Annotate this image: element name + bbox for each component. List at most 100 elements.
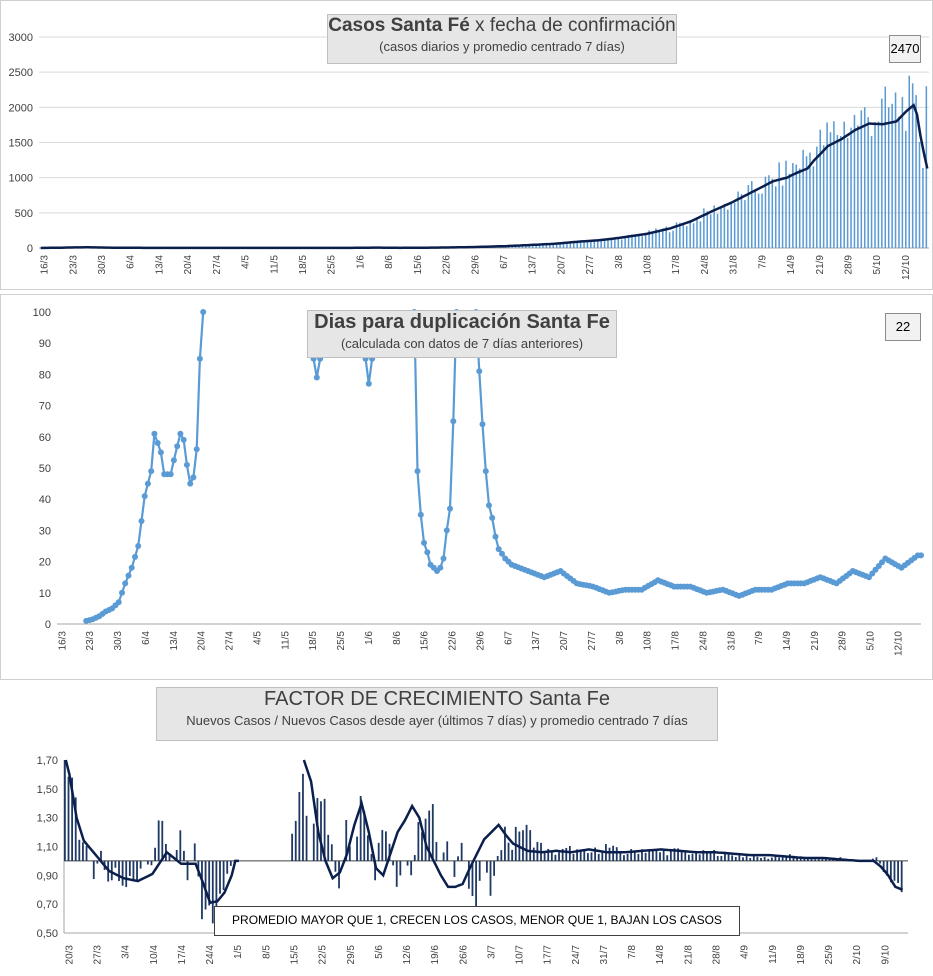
daily-cases-bar [685, 226, 688, 248]
y-tick-label: 0 [45, 619, 51, 631]
y-tick-label: 1000 [9, 173, 33, 185]
growth-factor-bar [215, 860, 218, 924]
daily-cases-bar [737, 191, 739, 248]
daily-cases-bar [624, 235, 626, 248]
x-tick-label: 18/5 [298, 255, 309, 275]
x-tick-label: 25/5 [327, 255, 338, 275]
x-tick-label: 8/5 [261, 945, 272, 959]
growth-factor-bar [183, 850, 185, 861]
x-tick-label: 31/8 [729, 255, 740, 275]
daily-cases-bar [723, 203, 726, 248]
daily-cases-bar [833, 121, 835, 248]
doubling-chart-subtitle: (calculada con datos de 7 días anteriore… [340, 336, 584, 351]
growth-factor-bar [511, 849, 514, 861]
growth-factor-bar [157, 820, 160, 861]
x-tick-label: 6/7 [499, 255, 510, 269]
growth-factor-bar [96, 860, 99, 864]
chart-growth-panel: 0,50 0,70 0,90 1,10 1,30 1,50 1,70 20/3 27/3 3/4 1… [0, 683, 933, 976]
daily-cases-bar [692, 223, 695, 248]
daily-cases-bar [651, 233, 654, 248]
daily-cases-bar [884, 86, 887, 248]
daily-cases-bar [881, 98, 883, 249]
y-tick-label: 90 [39, 338, 51, 350]
x-tick-label: 10/8 [643, 631, 654, 651]
growth-factor-bar [125, 860, 128, 888]
growth-factor-bar [532, 847, 535, 861]
y-tick-label: 1,30 [37, 813, 58, 825]
daily-cases-bar [778, 162, 780, 248]
growth-factor-bar [395, 860, 398, 887]
growth-factor-bar [814, 859, 817, 861]
growth-factor-bar [179, 830, 182, 861]
daily-cases-bar [566, 242, 568, 248]
doubling-days-point [132, 553, 138, 560]
daily-cases-bar [627, 234, 630, 248]
x-tick-label: 31/8 [726, 631, 737, 651]
growth-factor-bar [561, 848, 564, 861]
daily-cases-bar [538, 244, 541, 248]
x-tick-label: 24/7 [571, 945, 582, 965]
growth-factor-bar [334, 860, 337, 872]
x-tick-label: 14/9 [782, 631, 793, 651]
daily-cases-bar [596, 240, 599, 248]
x-tick-label: 21/8 [683, 945, 694, 965]
y-tick-label: 60 [39, 432, 51, 444]
daily-cases-bar [887, 107, 890, 248]
y-tick-label: 1,10 [37, 842, 58, 854]
doubling-days-point [148, 468, 155, 475]
doubling-days-point [440, 555, 447, 562]
daily-cases-bar [761, 193, 763, 248]
x-tick-label: 15/6 [420, 631, 431, 651]
daily-cases-bar [744, 200, 746, 248]
growth-factor-bar [204, 860, 207, 910]
y-tick-label: 500 [15, 208, 33, 220]
x-tick-label: 20/3 [64, 945, 75, 965]
average-cases-line [40, 103, 929, 250]
growth-factor-bar [320, 801, 322, 861]
growth-factor-bar [778, 857, 780, 861]
daily-cases-bar [590, 240, 592, 248]
growth-factor-bar [291, 833, 294, 861]
x-tick-label: 7/8 [627, 945, 638, 959]
y-tick-label: 0,90 [37, 870, 58, 882]
x-tick-label: 1/5 [233, 945, 244, 959]
doubling-days-point [476, 368, 483, 375]
growth-factor-bar [121, 860, 124, 886]
growth-factor-bar [486, 860, 488, 873]
daily-cases-bar [614, 238, 616, 248]
growth-factor-bar [219, 860, 221, 894]
doubling-days-point [177, 430, 184, 437]
x-tick-label: 20/4 [183, 255, 194, 275]
growth-factor-bar [330, 844, 333, 861]
daily-cases-bar [699, 221, 702, 248]
growth-factor-bar [226, 860, 229, 874]
daily-cases-bar [665, 226, 667, 248]
x-tick-label: 13/7 [528, 255, 539, 275]
growth-factor-bar [467, 860, 470, 889]
growth-factor-bar [446, 841, 449, 861]
doubling-chart-svg: 0 10 20 30 40 50 60 70 80 90 100 16/3 23/3 30/3 6/4 13/… [33, 307, 924, 656]
daily-cases-bar [713, 205, 715, 248]
doubling-days-point [421, 539, 427, 546]
doubling-days-point [424, 549, 431, 556]
daily-cases-bar [918, 141, 921, 248]
daily-cases-bar [638, 234, 640, 248]
growth-factor-bar [579, 849, 582, 861]
daily-cases-bar [569, 241, 572, 248]
daily-cases-bar [648, 230, 650, 248]
x-tick-label: 1/6 [355, 255, 366, 269]
doubling-days-point [141, 493, 148, 500]
doubling-days-point [183, 461, 190, 468]
x-tick-label: 17/4 [177, 945, 188, 965]
x-tick-label: 7/9 [754, 631, 765, 645]
growth-factor-bar [85, 846, 88, 861]
daily-cases-bar [679, 222, 681, 248]
x-tick-label: 29/6 [475, 631, 486, 651]
x-tick-label: 22/6 [442, 255, 453, 275]
x-tick-label: 10/4 [149, 945, 160, 965]
x-tick-label: 22/6 [448, 631, 459, 651]
growth-factor-bar [886, 860, 889, 877]
growth-factor-bar [385, 831, 387, 861]
doubling-days-point [450, 418, 457, 425]
doubling-days-point [447, 505, 453, 512]
